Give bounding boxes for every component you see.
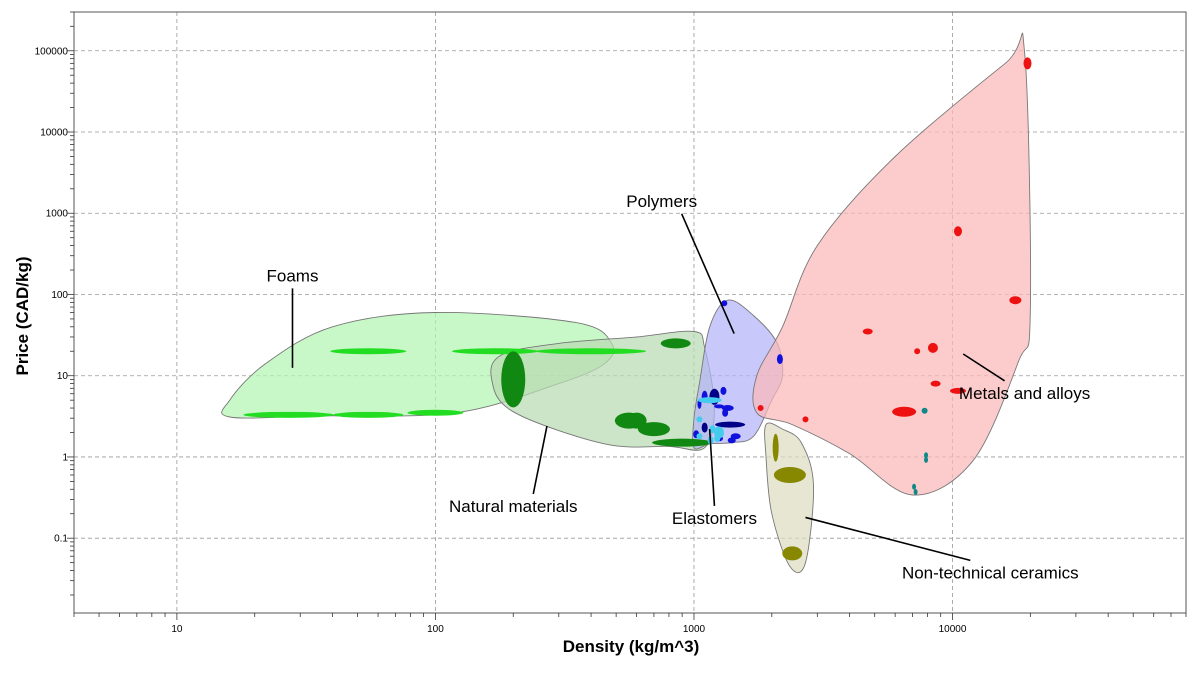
- non-technical-ceramics-point: [773, 466, 806, 483]
- foams-point: [536, 348, 647, 355]
- metals-and-alloys-point: [862, 328, 873, 335]
- non-technical-ceramics-point: [782, 546, 803, 561]
- elastomers-leader-line: [708, 429, 716, 506]
- polymers-label: Polymers: [626, 192, 697, 211]
- metals-and-alloys-leader-line: [962, 353, 1006, 382]
- y-axis-title: Price (CAD/kg): [13, 256, 32, 375]
- elastomers-point: [696, 433, 703, 440]
- foams-point: [452, 348, 539, 355]
- metals-and-alloys-point: [1023, 57, 1032, 70]
- natural-materials-label: Natural materials: [449, 497, 578, 516]
- natural-materials-leader-line: [532, 425, 548, 495]
- natural-materials-point: [501, 351, 526, 408]
- metals-and-alloys-point: [1009, 296, 1022, 305]
- metals-and-alloys-point: [914, 348, 921, 355]
- x-tick-label: 10000: [939, 624, 967, 635]
- foams-point: [330, 348, 407, 355]
- elastomers-point: [709, 425, 716, 434]
- natural-materials-envelope: [490, 330, 715, 451]
- elastomers-point: [714, 434, 721, 443]
- metals-and-alloys-point: [949, 387, 966, 394]
- natural-materials-point: [652, 438, 713, 447]
- polymers-point: [776, 354, 783, 365]
- metals-and-alloys-point: [757, 405, 764, 412]
- metals-and-alloys-point: [924, 456, 929, 463]
- polymers-leader-line: [680, 213, 735, 334]
- metals-and-alloys-point: [892, 406, 917, 417]
- polymers-point: [721, 300, 728, 307]
- x-tick-label: 10: [171, 624, 183, 635]
- non-technical-ceramics-point: [772, 433, 779, 462]
- metals-and-alloys-point: [802, 416, 809, 423]
- metals-and-alloys-point: [912, 483, 917, 490]
- natural-materials-point: [637, 422, 670, 437]
- envelope-layer: [221, 32, 1031, 574]
- foams-label: Foams: [267, 266, 319, 285]
- x-tick-label: 100: [427, 624, 444, 635]
- metals-and-alloys-point: [913, 489, 918, 496]
- metals-and-alloys-label: Metals and alloys: [959, 384, 1090, 403]
- elastomers-label: Elastomers: [672, 509, 757, 528]
- metals-and-alloys-point: [953, 226, 962, 237]
- polymers-point: [701, 422, 708, 433]
- x-tick-label: 1000: [683, 624, 706, 635]
- elastomers-point: [697, 397, 722, 404]
- y-tick-label: 1000: [46, 209, 69, 220]
- y-tick-label: 100000: [35, 46, 69, 57]
- polymers-point: [722, 408, 729, 417]
- natural-materials-point: [626, 412, 647, 429]
- foams-point: [333, 411, 404, 418]
- metals-and-alloys-point: [921, 407, 928, 414]
- polymers-point: [715, 421, 746, 428]
- natural-materials-point: [660, 338, 691, 349]
- metals-and-alloys-point: [924, 452, 929, 459]
- metals-and-alloys-envelope: [752, 32, 1031, 496]
- metals-and-alloys-point: [930, 380, 941, 387]
- y-tick-label: 100: [51, 290, 68, 301]
- non-technical-ceramics-label: Non-technical ceramics: [902, 563, 1079, 582]
- y-tick-label: 10: [57, 371, 69, 382]
- foams-point: [407, 409, 464, 416]
- point-layer: [243, 57, 1032, 561]
- polymers-point: [714, 404, 725, 409]
- annotation-layer: Foams Natural materials Polymers Elastomers…: [267, 192, 1091, 583]
- polymers-point: [720, 386, 727, 395]
- x-axis-title: Density (kg/m^3): [563, 637, 700, 656]
- foams-point: [243, 411, 334, 418]
- metals-and-alloys-point: [927, 342, 938, 353]
- y-tick-label: 0.1: [54, 534, 68, 545]
- non-technical-ceramics-leader-line: [805, 516, 971, 562]
- axes-layer: 10 100 1000 10000 0.1 1 10 100 1000 10000 100000: [35, 11, 1187, 635]
- elastomers-point: [696, 416, 703, 423]
- y-tick-label: 10000: [40, 127, 68, 138]
- y-tick-label: 1: [62, 452, 68, 463]
- polymers-point: [727, 437, 736, 444]
